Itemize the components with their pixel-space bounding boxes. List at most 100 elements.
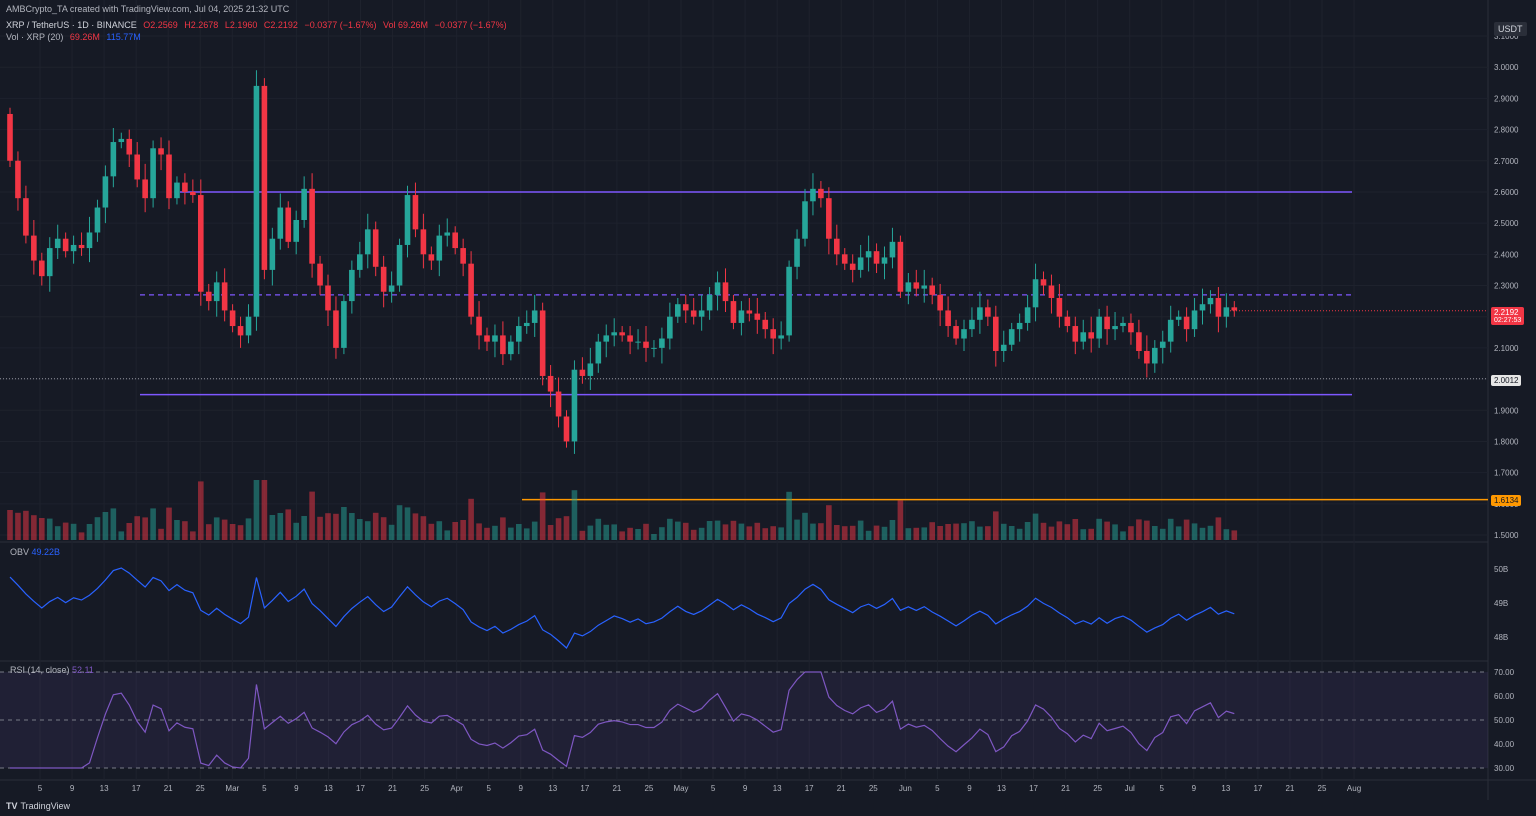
candle-body [404,195,411,245]
volume-bar [1136,519,1142,540]
candle-body [714,282,721,295]
x-tick-label: 13 [324,784,333,793]
candle-body [531,310,538,323]
candle-body [293,220,299,242]
candle-body [1088,332,1094,339]
obv-tick-label: 49B [1494,599,1508,608]
candle-body [746,310,753,314]
candle-body [849,263,856,270]
volume-bar [54,526,61,540]
candle-body [881,257,888,264]
volume-bar [237,525,244,540]
candle-body [31,235,37,261]
x-tick-label: 9 [1192,784,1197,793]
candle-body [818,188,824,199]
volume-bar [643,523,649,540]
y-tick-label: 1.7000 [1494,469,1519,478]
volume-bar [62,522,69,540]
volume-bar [841,526,848,540]
obv-tick-label: 50B [1494,565,1508,574]
candle-body [341,301,347,348]
candle-body [762,319,769,330]
candle-body [1183,316,1190,330]
candle-body [1128,322,1134,333]
candle-body [682,304,689,311]
x-tick-label: 5 [262,784,267,793]
x-tick-label: Apr [450,784,463,793]
candle-body [436,235,443,261]
candle-body [905,282,912,292]
volume-bar [531,521,538,540]
volume-bar [555,518,562,540]
x-tick-label: 17 [580,784,589,793]
volume-legend: Vol · XRP (20) 69.26M 115.77M [6,32,141,42]
x-tick-label: 25 [644,784,653,793]
volume-bar [182,521,188,540]
candle-body [706,294,713,311]
volume-bar [134,516,140,540]
level-lines [0,191,1488,501]
candle-body [778,335,784,339]
volume-bar [516,524,522,540]
candle-body [261,85,268,270]
candle-body [1120,322,1126,327]
x-tick-label: 21 [837,784,846,793]
candle-body [388,285,395,292]
volume-bar [706,521,713,540]
candle-body [754,313,761,320]
obv-legend: OBV 49.22B [10,547,61,557]
volume-bar [547,525,554,540]
volume-bar [603,524,610,540]
volume-bar [786,491,792,540]
volume-bar [436,521,443,540]
volume-bar [372,512,379,540]
x-tick-label: 17 [356,784,365,793]
x-tick-label: 13 [1221,784,1230,793]
volume-bar [849,525,856,540]
candle-body [94,207,101,233]
candle-body [174,182,180,199]
currency-badge[interactable]: USDT [1494,22,1527,36]
volume-bar [277,513,284,540]
ohlc-close: C2.2192 [263,20,298,30]
volume-bar [301,516,307,540]
y-tick-label: 2.6000 [1494,188,1519,197]
volume-bar [333,513,339,540]
candle-body [969,319,975,330]
candle-body [229,310,236,327]
candle-body [460,248,466,264]
candle-body [158,148,164,155]
volume-bar [269,515,276,540]
candle-body [39,260,45,277]
candle-body [571,369,578,442]
x-tick-label: 21 [388,784,397,793]
volume-bar [428,523,435,540]
candle-body [722,282,729,302]
volume-bar [873,525,880,540]
volume-bar [460,520,466,540]
candle-body [118,138,125,143]
y-tick-label: 3.1000 [1494,32,1519,41]
x-tick-label: 9 [294,784,299,793]
x-tick-label: 5 [486,784,491,793]
candle-body [1040,279,1047,286]
volume-bar [690,529,697,540]
ohlc-low: L2.1960 [224,20,258,30]
rsi-legend: RSI (14, close) 52.11 [10,665,94,675]
volume-bar [802,512,808,540]
candle-body [539,310,546,376]
volume-bar [1048,526,1055,540]
candle-body [555,391,562,417]
y-tick-label: 2.4000 [1494,250,1519,259]
volume-bar [452,522,458,540]
volume-bar [102,512,109,540]
volume-bar [985,526,991,540]
candle-body [810,188,816,202]
candle-body [7,113,13,161]
volume-bar [619,531,625,540]
volume-bar [78,532,85,540]
volume-bar [1104,521,1110,540]
volume-bar [969,521,975,540]
candle-body [865,251,872,258]
